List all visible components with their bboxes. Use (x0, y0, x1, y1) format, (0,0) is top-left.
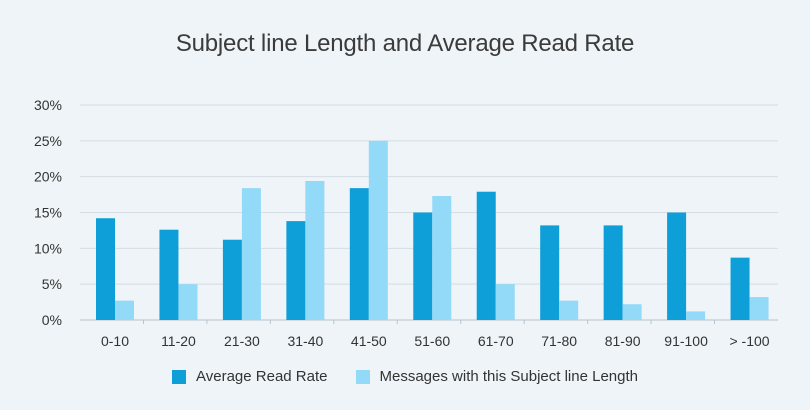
bar-average-read-rate (96, 218, 115, 320)
bar-messages (622, 304, 642, 320)
legend-swatch-messages (355, 369, 370, 384)
x-tick-label: > -100 (729, 333, 769, 349)
legend-item-messages: Messages with this Subject line Length (355, 368, 638, 385)
legend-label-messages: Messages with this Subject line Length (379, 368, 638, 385)
bar-average-read-rate (222, 239, 242, 320)
bar-messages (115, 300, 134, 320)
bar-messages (686, 311, 706, 320)
bar-messages (178, 284, 198, 320)
legend-item-average-read-rate: Average Read Rate (172, 368, 328, 385)
x-tick-label: 41-50 (351, 333, 387, 349)
y-tick-label: 5% (42, 276, 62, 292)
y-tick-label: 30% (34, 97, 62, 113)
y-tick-label: 0% (42, 312, 62, 328)
y-tick-label: 25% (34, 133, 62, 149)
bar-average-read-rate (413, 212, 433, 320)
bar-average-read-rate (476, 191, 496, 320)
y-tick-label: 15% (34, 205, 62, 221)
legend-swatch-average-read-rate (172, 369, 187, 384)
bar-average-read-rate (349, 188, 369, 320)
x-tick-label: 21-30 (224, 333, 260, 349)
y-tick-label: 10% (34, 240, 62, 256)
x-tick-label: 71-80 (541, 333, 577, 349)
x-tick-label: 0-10 (101, 333, 129, 349)
x-tick-label: 91-100 (664, 333, 708, 349)
bar-average-read-rate (603, 225, 623, 320)
bar-messages (368, 140, 388, 320)
bar-messages (305, 180, 325, 320)
bar-messages (495, 284, 515, 320)
chart-title: Subject line Length and Average Read Rat… (175, 30, 635, 57)
bar-messages (241, 188, 261, 320)
x-tick-label: 31-40 (287, 333, 323, 349)
bar-average-read-rate (667, 212, 687, 320)
legend-label-average-read-rate: Average Read Rate (196, 368, 328, 385)
bar-messages (749, 297, 769, 320)
bar-average-read-rate (286, 221, 306, 320)
bar-average-read-rate (159, 229, 179, 320)
x-tick-label: 61-70 (478, 333, 514, 349)
y-tick-label: 20% (34, 169, 62, 185)
x-tick-label: 81-90 (605, 333, 641, 349)
x-tick-label: 51-60 (414, 333, 450, 349)
x-tick-label: 11-20 (161, 333, 196, 349)
legend: Average Read Rate Messages with this Sub… (0, 368, 810, 385)
bar-average-read-rate (730, 257, 750, 320)
bar-messages (432, 196, 452, 320)
bar-average-read-rate (540, 225, 560, 320)
bar-messages (559, 300, 579, 320)
